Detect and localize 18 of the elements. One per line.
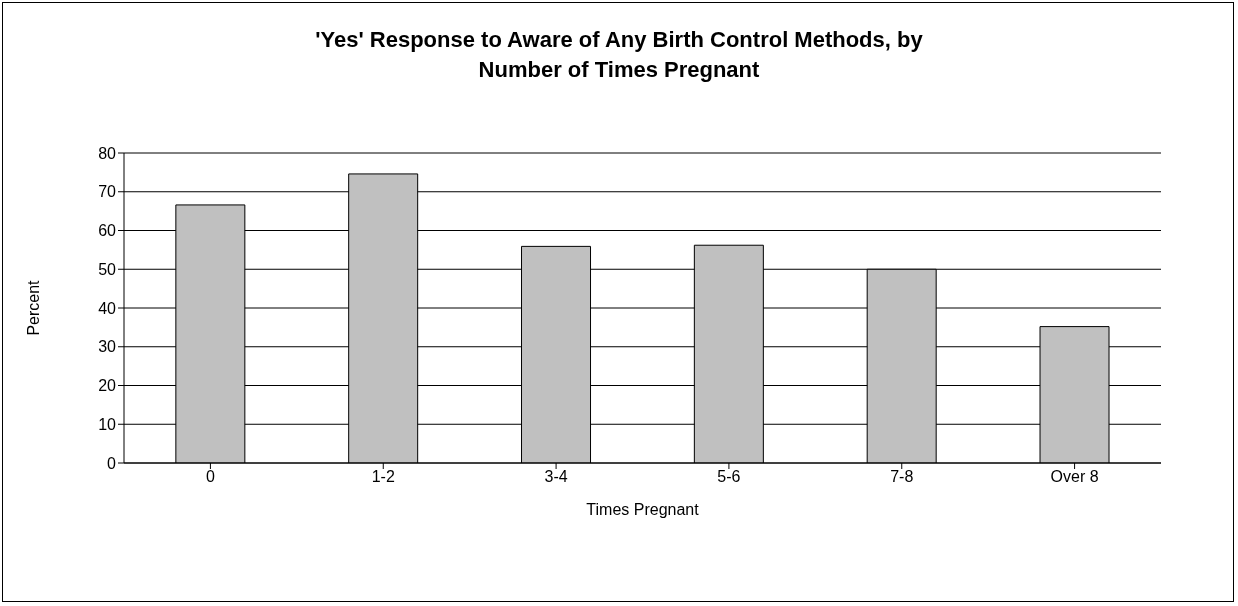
x-tick-label: 0 bbox=[205, 468, 215, 486]
x-tick-label: 5-6 bbox=[717, 468, 741, 486]
y-tick-label: 40 bbox=[98, 299, 117, 317]
x-axis-title: Times Pregnant bbox=[586, 501, 700, 518]
y-tick-label: 20 bbox=[98, 377, 117, 395]
y-axis-title: Percent bbox=[24, 279, 42, 336]
x-tick-label: 7-8 bbox=[890, 468, 914, 486]
y-tick-label: 60 bbox=[98, 222, 117, 240]
x-tick-label: 3-4 bbox=[544, 468, 568, 486]
chart-title: 'Yes' Response to Aware of Any Birth Control Methods, by Number of Times Pregnant bbox=[314, 26, 924, 84]
x-tick-label: Over 8 bbox=[1050, 468, 1099, 486]
y-tick-label: 50 bbox=[98, 260, 117, 278]
y-tick-label: 80 bbox=[98, 144, 117, 162]
y-tick-label: 0 bbox=[107, 454, 117, 472]
y-tick-label: 10 bbox=[98, 415, 117, 433]
y-tick-label: 70 bbox=[98, 183, 117, 201]
y-tick-label: 30 bbox=[98, 338, 117, 356]
x-tick-label: 1-2 bbox=[371, 468, 395, 486]
